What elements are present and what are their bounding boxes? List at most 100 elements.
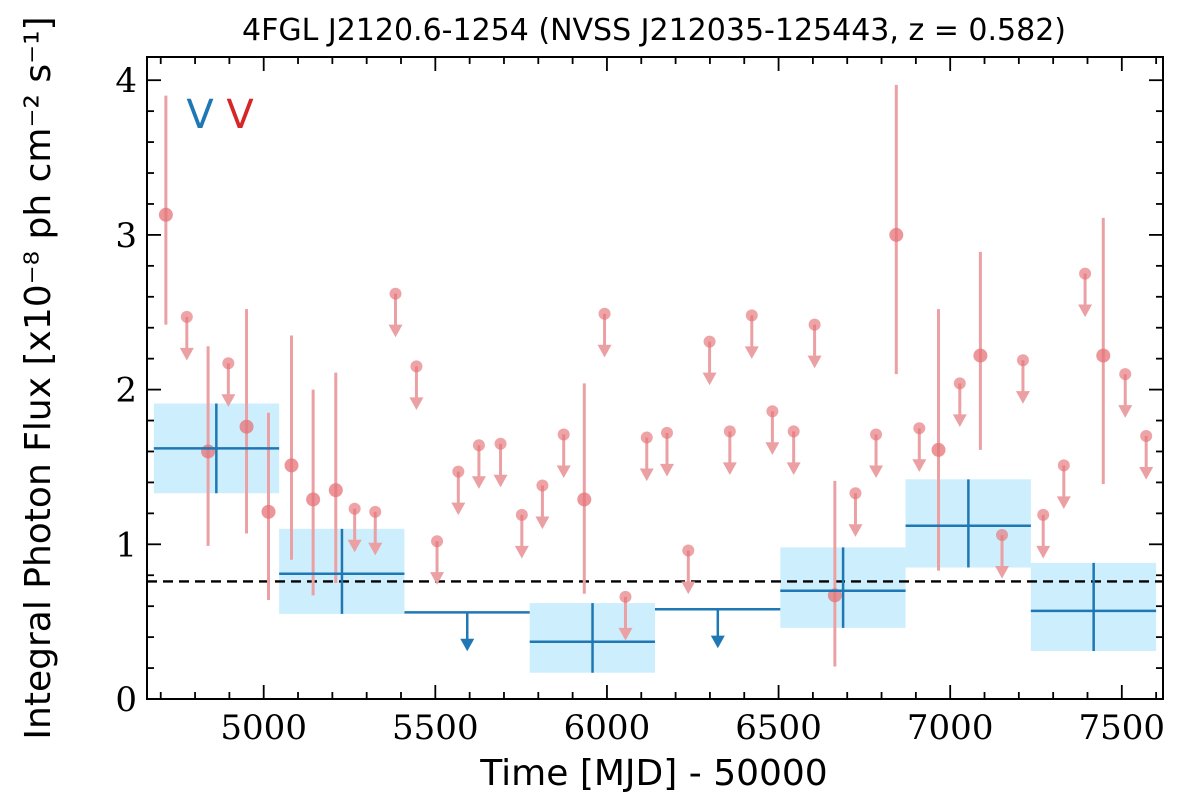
monthly-upper-limit-arrow [471, 476, 486, 489]
monthly-upper-limit-point [808, 318, 821, 331]
y-tick-label: 1 [115, 525, 137, 565]
monthly-upper-limit-point [1140, 430, 1153, 443]
monthly-data-point [889, 227, 904, 242]
monthly-upper-limit-arrow [1015, 391, 1030, 404]
monthly-upper-limit-point [598, 307, 611, 320]
monthly-upper-limit-arrow [722, 462, 737, 475]
monthly-upper-limit-arrow [514, 545, 529, 559]
monthly-upper-limit-point [996, 529, 1009, 542]
monthly-data-point [328, 483, 343, 498]
monthly-data-point [577, 492, 592, 507]
monthly-upper-limit-point [870, 428, 883, 441]
monthly-upper-limit-arrow [702, 372, 717, 386]
monthly-upper-limit-arrow [869, 465, 884, 479]
monthly-upper-limit-point [1057, 459, 1070, 472]
monthly-upper-limit-arrow [786, 462, 801, 475]
monthly-data-point [239, 419, 254, 434]
monthly-upper-limit-point [766, 405, 779, 418]
monthly-upper-limit-arrow [179, 347, 194, 361]
monthly-upper-limit-point [222, 357, 235, 370]
monthly-data-point [261, 504, 276, 519]
monthly-data-point [973, 348, 988, 363]
monthly-upper-limit-arrow [1118, 405, 1133, 418]
monthly-upper-limit-arrow [368, 542, 383, 556]
monthly-data-point [931, 442, 946, 457]
monthly-data-point [201, 444, 216, 459]
y-tick-label: 0 [115, 680, 137, 720]
monthly-upper-limit-arrow [347, 539, 362, 553]
monthly-upper-limit-point [787, 425, 800, 438]
monthly-upper-limit-arrow [995, 565, 1010, 579]
y-tick-label: 3 [115, 216, 137, 256]
x-tick-label: 6000 [564, 708, 651, 748]
monthly-upper-limit-arrow [1139, 466, 1154, 480]
monthly-data-point [284, 458, 299, 473]
monthly-upper-limit-point [1079, 267, 1092, 280]
monthly-data-point [306, 492, 321, 507]
monthly-upper-limit-point [1016, 354, 1029, 367]
monthly-upper-limit-point [348, 502, 361, 515]
blue-marker-label: V [186, 92, 214, 138]
monthly-data-point [1096, 348, 1111, 363]
monthly-upper-limit-arrow [765, 442, 780, 455]
x-tick-label: 7000 [907, 708, 994, 748]
monthly-upper-limit-arrow [409, 397, 424, 410]
chart-title: 4FGL J2120.6-1254 (NVSS J212035-125443, … [242, 13, 1066, 48]
monthly-upper-limit-arrow [807, 355, 822, 369]
monthly-upper-limit-arrow [451, 502, 466, 516]
monthly-upper-limit-point [682, 544, 695, 557]
monthly-upper-limit-arrow [1036, 545, 1051, 559]
monthly-upper-limit-arrow [681, 581, 696, 595]
y-axis-label: Integral Photon Flux [x10⁻⁸ ph cm⁻² s⁻¹] [18, 16, 59, 739]
monthly-upper-limit-arrow [493, 474, 508, 488]
x-axis-label: Time [MJD] - 50000 [479, 753, 827, 794]
plot-area [147, 84, 1163, 673]
monthly-upper-limit-arrow [221, 394, 236, 407]
monthly-upper-limit-arrow [639, 468, 654, 482]
x-tick-label: 5500 [392, 708, 479, 748]
monthly-upper-limit-arrow [848, 524, 863, 537]
yearly-upper-limit-arrow [710, 635, 725, 649]
monthly-upper-limit-point [452, 465, 465, 478]
monthly-upper-limit-point [472, 439, 485, 452]
monthly-upper-limit-point [494, 437, 507, 450]
monthly-upper-limit-point [431, 535, 444, 548]
monthly-upper-limit-point [180, 310, 193, 323]
monthly-upper-limit-point [536, 479, 549, 492]
monthly-upper-limit-arrow [1056, 496, 1071, 509]
monthly-upper-limit-point [849, 487, 862, 500]
monthly-upper-limit-arrow [744, 346, 759, 359]
monthly-upper-limit-point [1037, 508, 1050, 521]
monthly-upper-limit-point [515, 508, 528, 521]
monthly-upper-limit-arrow [597, 344, 612, 358]
monthly-upper-limit-arrow [912, 459, 927, 472]
yearly-upper-limit-arrow [460, 638, 475, 652]
monthly-upper-limit-arrow [1078, 304, 1093, 318]
monthly-upper-limit-point [640, 431, 653, 444]
monthly-upper-limit-point [389, 287, 402, 300]
monthly-upper-limit-arrow [618, 627, 633, 641]
plot-frame [146, 56, 1164, 700]
monthly-upper-limit-point [723, 425, 736, 438]
monthly-upper-limit-point [619, 590, 632, 603]
red-marker-label: V [226, 92, 254, 138]
monthly-upper-limit-arrow [535, 516, 550, 530]
monthly-data-point [158, 207, 173, 222]
monthly-upper-limit-point [410, 360, 423, 373]
monthly-upper-limit-point [745, 309, 758, 322]
monthly-upper-limit-point [913, 422, 926, 435]
monthly-upper-limit-point [703, 335, 716, 348]
monthly-upper-limit-arrow [952, 414, 967, 427]
monthly-upper-limit-arrow [388, 324, 403, 338]
x-tick-label: 6500 [735, 708, 822, 748]
monthly-upper-limit-point [369, 505, 382, 518]
y-tick-label: 2 [115, 371, 137, 411]
x-tick-label: 7500 [1079, 708, 1166, 748]
monthly-upper-limit-arrow [660, 463, 675, 477]
y-tick-label: 4 [115, 61, 137, 101]
monthly-upper-limit-point [953, 377, 966, 390]
monthly-upper-limit-arrow [430, 572, 445, 585]
axis-ticks: 5000 5500 6000 6500 7000 7500 0 1 2 3 4 [115, 57, 1165, 748]
monthly-upper-limit-point [1119, 368, 1132, 381]
